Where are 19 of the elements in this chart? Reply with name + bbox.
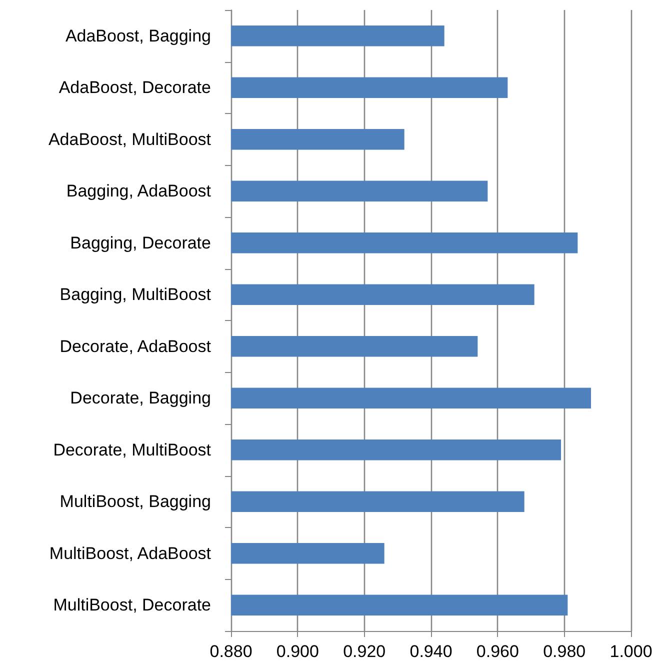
y-tick-label: AdaBoost, MultiBoost xyxy=(48,130,212,149)
x-tick-label: 0.960 xyxy=(476,642,519,661)
y-tick-label: Decorate, Bagging xyxy=(70,388,211,408)
y-tick-label: Bagging, Decorate xyxy=(70,233,211,252)
y-tick-label: Bagging, AdaBoost xyxy=(66,182,212,201)
x-tick-label: 0.940 xyxy=(410,642,452,661)
y-tick-label: Bagging, MultiBoost xyxy=(60,285,212,304)
y-tick-label: MultiBoost, Decorate xyxy=(53,596,211,615)
x-tick-label: 0.980 xyxy=(543,642,586,661)
x-tick-label: 0.880 xyxy=(210,642,252,661)
x-tick-label: 0.920 xyxy=(343,642,386,661)
y-tick-label: AdaBoost, Decorate xyxy=(58,78,211,98)
y-tick-label: AdaBoost, Bagging xyxy=(65,26,211,46)
x-tick-label: 1.000 xyxy=(610,642,652,661)
y-tick-label: Decorate, AdaBoost xyxy=(60,336,212,356)
y-tick-label: Decorate, MultiBoost xyxy=(53,440,212,460)
y-tick-label: MultiBoost, Bagging xyxy=(60,492,211,512)
y-tick-label: MultiBoost, AdaBoost xyxy=(49,544,212,563)
x-tick-label: 0.900 xyxy=(276,642,319,661)
